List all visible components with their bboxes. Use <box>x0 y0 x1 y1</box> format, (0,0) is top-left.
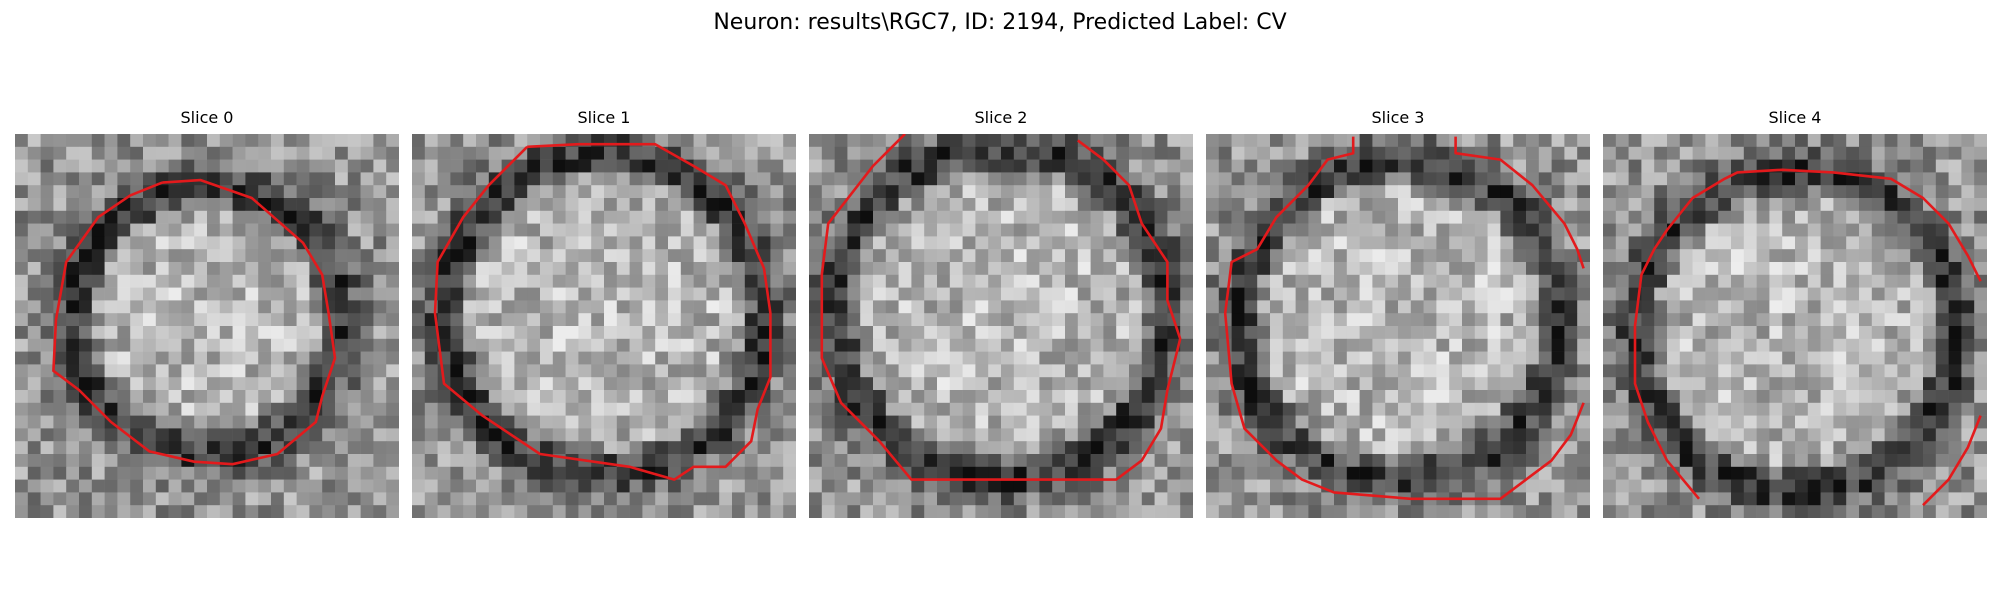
slice-panel-1: Slice 1 <box>412 108 796 518</box>
figure-title: Neuron: results\RGC7, ID: 2194, Predicte… <box>713 10 1287 35</box>
segmentation-contour <box>1922 415 1982 507</box>
segmentation-contour <box>820 134 1182 481</box>
slice-panel-2: Slice 2 <box>809 108 1193 518</box>
segmentation-contour <box>1223 136 1585 501</box>
slice-title: Slice 3 <box>1371 108 1425 127</box>
slice-image <box>809 134 1193 518</box>
slice-image <box>15 134 399 518</box>
segmentation-contour <box>433 142 772 481</box>
segmentation-contour <box>1454 136 1585 269</box>
grayscale-image <box>809 134 1193 518</box>
segmentation-contour <box>52 178 337 466</box>
slice-title: Slice 4 <box>1768 108 1822 127</box>
slice-title: Slice 1 <box>577 108 631 127</box>
grayscale-image <box>15 134 399 518</box>
slice-image <box>1206 134 1590 518</box>
grayscale-image <box>412 134 796 518</box>
slice-panel-0: Slice 0 <box>15 108 399 518</box>
segmentation-contour <box>1633 168 1982 500</box>
grayscale-image <box>1603 134 1987 518</box>
slice-panel-4: Slice 4 <box>1603 108 1987 518</box>
slice-panel-3: Slice 3 <box>1206 108 1590 518</box>
slice-title: Slice 0 <box>180 108 234 127</box>
slice-title: Slice 2 <box>974 108 1028 127</box>
slice-image <box>412 134 796 518</box>
slice-image <box>1603 134 1987 518</box>
grayscale-image <box>1206 134 1590 518</box>
